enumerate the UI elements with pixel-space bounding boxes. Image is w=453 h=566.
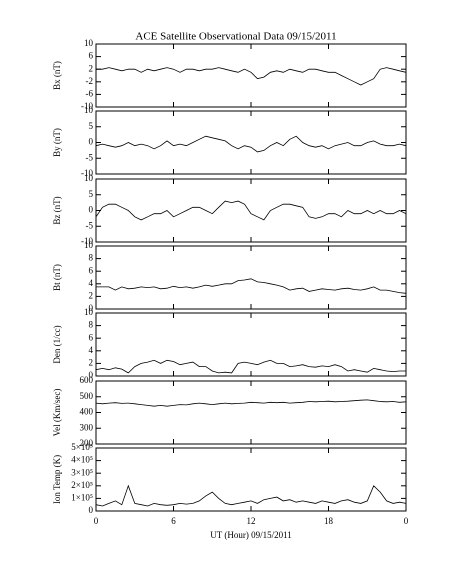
data-line xyxy=(95,200,407,221)
panel-frame xyxy=(95,178,407,243)
y-tick-label: 4×10⁵ xyxy=(71,455,93,465)
y-axis-label: Bz (nT) xyxy=(52,196,62,224)
y-axis-label: Bt (nT) xyxy=(52,264,62,291)
y-tick-label: 10 xyxy=(84,173,94,183)
y-tick-label: 0 xyxy=(89,205,94,215)
data-line xyxy=(96,278,407,294)
x-tick-label: 0 xyxy=(404,516,409,526)
y-tick-label: 5 xyxy=(89,121,94,131)
y-tick-label: -10 xyxy=(81,168,93,178)
y-tick-label: 200 xyxy=(80,438,94,448)
data-line xyxy=(95,359,406,374)
y-tick-label: -5 xyxy=(86,152,94,162)
y-tick-label: 10 xyxy=(84,240,94,250)
data-line xyxy=(95,484,407,507)
y-tick-label: 6 xyxy=(89,332,94,342)
x-axis-label: UT (Hour) 09/15/2011 xyxy=(210,530,292,540)
y-tick-label: -5 xyxy=(86,220,94,230)
y-tick-label: 6 xyxy=(89,265,94,275)
y-tick-label: 2 xyxy=(89,357,94,367)
y-axis-label: By (nT) xyxy=(52,128,62,157)
y-tick-label: 300 xyxy=(80,422,94,432)
y-tick-label: 3×10⁵ xyxy=(71,467,93,477)
y-tick-label: -10 xyxy=(81,101,93,111)
y-tick-label: 2 xyxy=(89,290,94,300)
y-tick-label: 0 xyxy=(89,505,94,515)
y-tick-label: 10 xyxy=(84,105,94,115)
panel-frame xyxy=(95,380,407,445)
y-axis-label: Vel (Km/sec) xyxy=(52,389,62,437)
y-tick-label: 10 xyxy=(84,38,94,48)
y-tick-label: 2 xyxy=(89,63,94,73)
panel-frame xyxy=(95,245,407,310)
y-axis-label: Den (1/cc) xyxy=(52,325,62,363)
panel-frame xyxy=(95,43,407,108)
y-tick-label: -6 xyxy=(86,88,94,98)
y-tick-label: 5 xyxy=(89,189,94,199)
y-tick-label: 500 xyxy=(80,391,94,401)
y-tick-label: 6 xyxy=(89,51,94,61)
x-tick-label: 12 xyxy=(247,516,256,526)
y-tick-label: 8 xyxy=(89,253,94,263)
data-line xyxy=(95,135,407,153)
y-axis-label: Ion Temp (K) xyxy=(52,455,62,504)
panel-frame xyxy=(95,447,407,512)
y-tick-label: 4 xyxy=(89,278,94,288)
data-line xyxy=(96,67,407,86)
y-tick-label: -2 xyxy=(86,76,94,86)
y-tick-label: 0 xyxy=(89,303,94,313)
y-tick-label: 2×10⁵ xyxy=(71,480,93,490)
y-tick-label: 0 xyxy=(89,137,94,147)
x-tick-label: 6 xyxy=(171,516,176,526)
y-tick-label: 400 xyxy=(80,407,94,417)
y-axis-label: Bx (nT) xyxy=(52,61,62,90)
y-tick-label: 8 xyxy=(89,320,94,330)
y-tick-label: 5×10⁵ xyxy=(71,442,93,452)
x-tick-label: 18 xyxy=(324,516,334,526)
y-tick-label: 10 xyxy=(84,307,94,317)
data-line xyxy=(95,399,407,407)
y-tick-label: -10 xyxy=(81,236,93,246)
x-tick-label: 0 xyxy=(94,516,99,526)
y-tick-label: 4 xyxy=(89,345,94,355)
panel-frame xyxy=(95,312,407,377)
y-tick-label: 0 xyxy=(89,370,94,380)
y-tick-label: 1×10⁵ xyxy=(71,492,93,502)
panel-frame xyxy=(95,110,407,175)
chart-title: ACE Satellite Observational Data 09/15/2… xyxy=(135,31,336,43)
y-tick-label: 600 xyxy=(80,375,94,385)
